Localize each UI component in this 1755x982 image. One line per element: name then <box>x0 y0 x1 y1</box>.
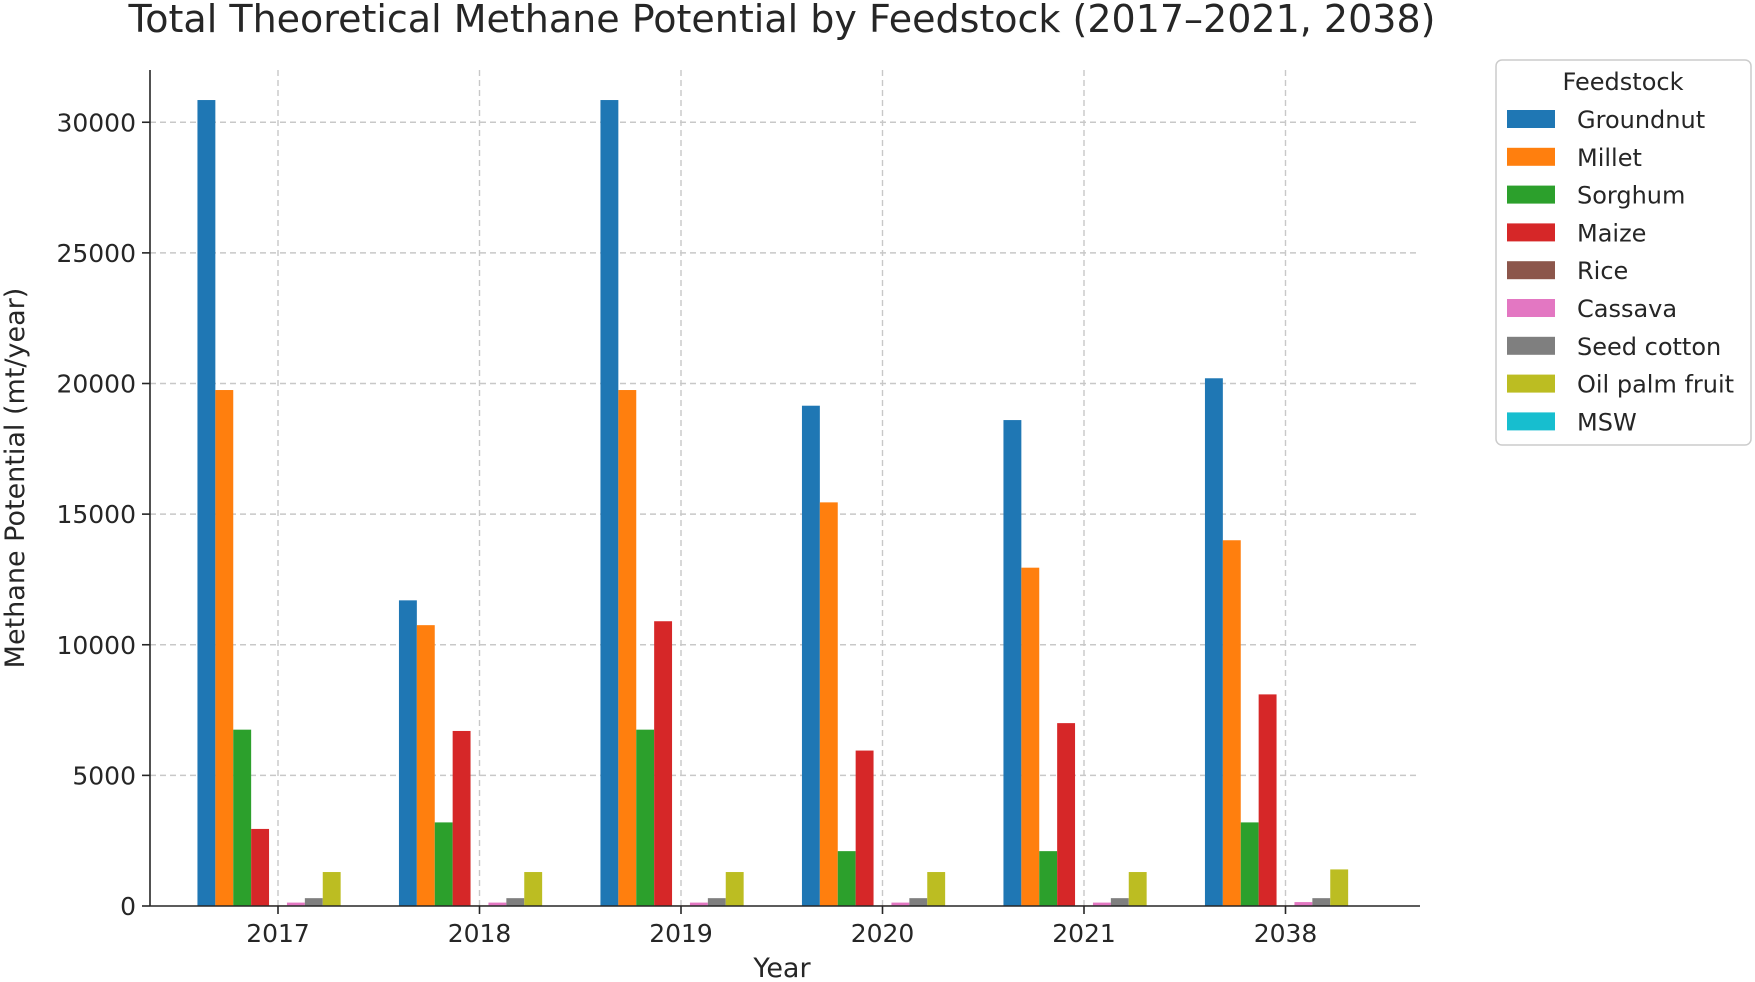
bar-sorghum-2020 <box>837 851 856 906</box>
bar-millet-2038 <box>1222 540 1241 906</box>
y-tick-label: 15000 <box>56 500 136 529</box>
bar-cassava-2018 <box>488 902 507 906</box>
bar-millet-2021 <box>1021 567 1040 906</box>
legend-swatch-sorghum <box>1507 185 1555 204</box>
bar-oil-palm-fruit-2038 <box>1330 869 1349 906</box>
legend-label-rice: Rice <box>1577 257 1628 285</box>
bar-seed-cotton-2038 <box>1312 898 1331 906</box>
bar-maize-2019 <box>654 621 673 906</box>
x-axis-label: Year <box>752 953 811 982</box>
x-tick-label: 2020 <box>851 919 915 948</box>
legend-label-msw: MSW <box>1577 408 1637 436</box>
legend-label-cassava: Cassava <box>1577 295 1677 323</box>
bar-maize-2038 <box>1258 694 1277 906</box>
x-tick-label: 2019 <box>649 919 713 948</box>
bar-oil-palm-fruit-2020 <box>927 872 946 906</box>
y-tick-label: 20000 <box>56 370 136 399</box>
legend-label-sorghum: Sorghum <box>1577 182 1685 210</box>
bar-seed-cotton-2021 <box>1110 898 1129 906</box>
bar-millet-2018 <box>416 625 435 906</box>
x-tick-label: 2038 <box>1254 919 1318 948</box>
axes: 0 5000 10000 15000 20000 25000 30000 2017 2018 20… <box>56 70 1420 948</box>
y-tick-label: 5000 <box>72 761 136 790</box>
bar-cassava-2019 <box>689 902 708 906</box>
bars <box>197 100 1349 907</box>
bar-oil-palm-fruit-2017 <box>322 872 341 906</box>
y-tick-label: 30000 <box>56 108 136 137</box>
bar-seed-cotton-2017 <box>304 898 323 906</box>
bar-sorghum-2021 <box>1039 851 1058 906</box>
bar-cassava-2038 <box>1294 902 1313 906</box>
bar-groundnut-2017 <box>197 100 216 907</box>
bar-oil-palm-fruit-2018 <box>524 872 543 906</box>
bar-cassava-2017 <box>286 902 305 906</box>
grid-lines <box>150 70 1420 906</box>
x-tick-label: 2018 <box>448 919 512 948</box>
legend-label-millet: Millet <box>1577 144 1642 172</box>
bar-oil-palm-fruit-2021 <box>1128 872 1147 906</box>
bar-sorghum-2038 <box>1240 822 1259 906</box>
bar-cassava-2020 <box>891 902 910 906</box>
legend-swatch-rice <box>1507 261 1555 280</box>
bar-maize-2020 <box>855 750 874 906</box>
legend-frame <box>1495 59 1752 446</box>
legend-swatch-maize <box>1507 223 1555 242</box>
bar-sorghum-2018 <box>434 822 453 906</box>
legend-swatch-cassava <box>1507 299 1555 317</box>
y-tick-label: 10000 <box>56 631 136 660</box>
bar-cassava-2021 <box>1092 902 1111 906</box>
y-tick-label: 0 <box>120 892 136 921</box>
legend-items: Groundnut Millet Sorghum Maize Rice Cassava Se… <box>1507 106 1734 436</box>
legend-swatch-seed-cotton <box>1507 336 1555 355</box>
bar-millet-2019 <box>618 390 637 906</box>
legend-label-seed-cotton: Seed cotton <box>1577 333 1721 361</box>
legend-swatch-oil-palm-fruit <box>1507 374 1555 393</box>
legend-label-oil-palm-fruit: Oil palm fruit <box>1577 371 1734 399</box>
legend-title: Feedstock <box>1563 68 1684 96</box>
bar-seed-cotton-2018 <box>506 898 525 906</box>
x-tick-label: 2021 <box>1052 919 1116 948</box>
bar-seed-cotton-2020 <box>909 898 928 906</box>
legend: Feedstock Groundnut Millet Sorghum Maize Ric… <box>1495 59 1752 446</box>
bar-sorghum-2017 <box>233 729 252 906</box>
legend-label-groundnut: Groundnut <box>1577 106 1705 134</box>
legend-label-maize: Maize <box>1577 219 1646 247</box>
y-axis-label: Methane Potential (mt/year) <box>0 288 31 669</box>
bar-millet-2020 <box>819 502 838 906</box>
bar-maize-2021 <box>1057 723 1076 907</box>
legend-swatch-millet <box>1507 147 1555 166</box>
bar-seed-cotton-2019 <box>707 898 726 906</box>
bar-groundnut-2021 <box>1003 420 1022 906</box>
y-tick-label: 25000 <box>56 239 136 268</box>
chart-title: Total Theoretical Methane Potential by F… <box>128 0 1436 41</box>
bar-maize-2017 <box>251 828 270 906</box>
x-tick-label: 2017 <box>246 919 310 948</box>
bar-groundnut-2019 <box>600 100 619 907</box>
bar-groundnut-2020 <box>801 405 820 906</box>
bar-millet-2017 <box>215 390 234 906</box>
bar-oil-palm-fruit-2019 <box>725 872 744 906</box>
bar-groundnut-2038 <box>1204 378 1223 906</box>
legend-swatch-msw <box>1507 412 1555 431</box>
bar-sorghum-2019 <box>636 729 655 906</box>
bar-maize-2018 <box>452 730 471 906</box>
legend-swatch-groundnut <box>1507 110 1555 128</box>
bar-groundnut-2018 <box>398 600 417 906</box>
